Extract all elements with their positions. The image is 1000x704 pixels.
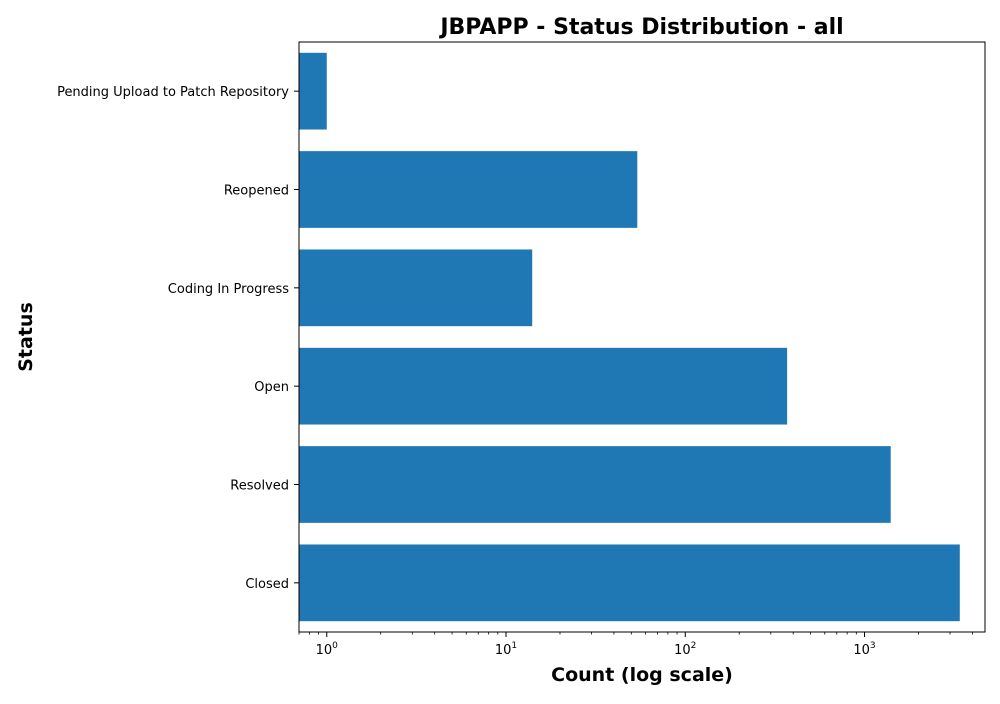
y-axis-title: Status (15, 302, 37, 372)
y-tick-label-closed: Closed (245, 577, 289, 592)
chart-title: JBPAPP - Status Distribution - all (438, 15, 843, 40)
bar-reopened (299, 151, 638, 228)
y-axis: Closed Resolved Open Coding In Progress Reop… (57, 85, 299, 592)
bar-closed (299, 544, 960, 622)
x-tick-label: 100 (316, 641, 339, 658)
bar-resolved (299, 446, 891, 523)
x-tick-label: 102 (674, 641, 696, 658)
y-tick-label-open: Open (254, 380, 289, 395)
y-tick-label-coding-in-progress: Coding In Progress (168, 282, 289, 297)
y-tick-label-pending-upload-to-patch-repository: Pending Upload to Patch Repository (57, 85, 289, 100)
bar-pending-upload-to-patch-repository (299, 52, 327, 130)
x-tick-label: 101 (495, 641, 517, 658)
x-axis: 100 101 102 103 (298, 632, 973, 658)
bar-coding-in-progress (299, 249, 533, 327)
y-tick-label-resolved: Resolved (230, 479, 289, 494)
plot-frame (298, 41, 986, 633)
x-tick-label: 103 (853, 641, 875, 658)
x-axis-title: Count (log scale) (551, 664, 733, 686)
y-tick-label-reopened: Reopened (224, 184, 289, 199)
bar-open (299, 347, 788, 425)
bars-layer (299, 52, 960, 622)
